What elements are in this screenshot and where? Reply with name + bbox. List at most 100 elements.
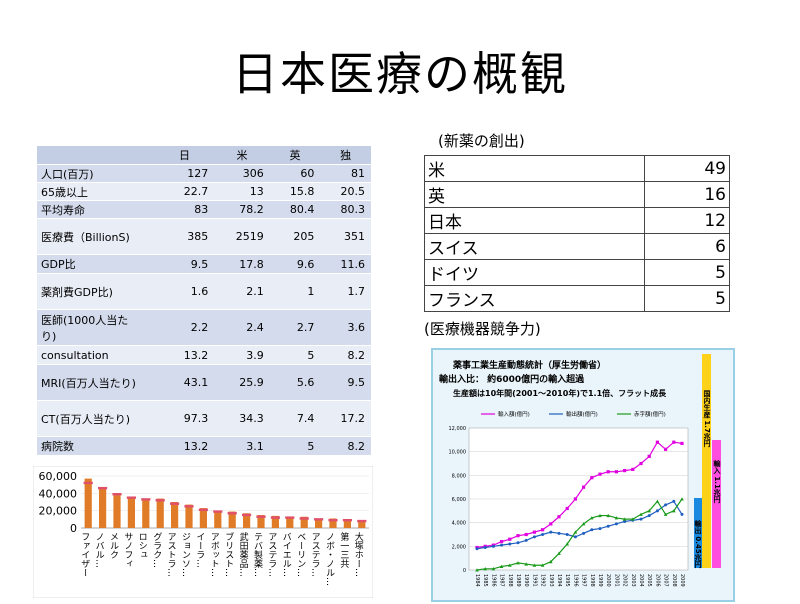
cell: 9.5 — [149, 254, 215, 274]
x-tick-label: ノバル… — [94, 532, 105, 568]
x-tick-label: 1984 — [474, 574, 480, 587]
data-point — [590, 516, 594, 520]
bar-marker — [342, 519, 352, 522]
y-tick-label: 40,000 — [39, 487, 78, 500]
stats-header-usa: 米 — [214, 146, 270, 165]
cell: 15.8 — [269, 182, 321, 201]
data-point — [680, 512, 684, 516]
row-label: 人口(百万) — [37, 164, 149, 183]
data-point — [573, 497, 577, 501]
row-label: CT(百万人当たり) — [37, 400, 149, 437]
count-cell: 16 — [644, 181, 730, 208]
data-point — [590, 476, 594, 480]
x-tick-label: ジョンソ… — [180, 532, 191, 577]
cell: 3.9 — [214, 345, 270, 365]
row-label: consultation — [37, 345, 149, 365]
bar — [99, 487, 107, 528]
data-point — [614, 516, 619, 520]
bar — [142, 498, 150, 528]
row-label: 医師(1000人当たり) — [37, 309, 149, 346]
bar — [84, 478, 92, 528]
data-point — [622, 517, 627, 521]
row-label: MRI(百万人当たり) — [37, 364, 149, 401]
bar — [358, 520, 366, 528]
x-tick-label: 1988 — [507, 574, 513, 587]
data-point — [582, 531, 586, 535]
bar — [228, 511, 236, 528]
bar-marker — [83, 481, 93, 485]
bar — [286, 516, 294, 528]
data-point — [508, 537, 512, 541]
x-tick-label: 2003 — [630, 574, 636, 587]
bar-marker — [141, 498, 151, 501]
cell: 2.4 — [214, 309, 270, 346]
count-cell: 5 — [644, 285, 730, 312]
y-tick-label: 12,000 — [449, 426, 467, 432]
data-point — [549, 522, 553, 526]
bar-marker — [227, 512, 237, 515]
country-cell: 米 — [423, 155, 646, 182]
x-tick-label: 1995 — [564, 574, 570, 587]
data-point — [557, 551, 561, 555]
domestic-production-label: 国内生産 1.7兆円 — [703, 389, 711, 448]
cell: 17.2 — [320, 400, 371, 437]
row-label: 薬剤費GDP比) — [37, 273, 149, 310]
data-point — [565, 506, 569, 511]
x-tick-label: 2007 — [663, 574, 669, 587]
cell: 385 — [149, 218, 215, 255]
data-point — [614, 522, 618, 526]
x-tick-label: アボット… — [209, 532, 220, 577]
cell: 5 — [269, 436, 321, 456]
table-row: 医師(1000人当たり) 2.2 2.4 2.7 3.6 — [37, 309, 371, 346]
data-point — [639, 512, 643, 516]
x-tick-label: 2002 — [622, 574, 628, 587]
legend-label: 輸入額(億円) — [498, 410, 530, 418]
domestic-production-bar — [702, 354, 711, 568]
data-point — [475, 547, 479, 551]
device-text-line3: 生産額は10年間(2001～2010年)で1.1倍、フラット成長 — [453, 388, 667, 398]
export-label: 輸出 0.45兆円 — [694, 519, 703, 569]
count-cell: 49 — [644, 155, 730, 182]
data-point — [499, 564, 504, 568]
bar — [329, 518, 337, 528]
bar-marker — [184, 505, 194, 508]
data-point — [655, 509, 659, 513]
bar-marker — [112, 493, 122, 496]
cell: 5 — [269, 345, 321, 365]
x-tick-label: サノフィ — [122, 532, 132, 568]
cell: 1.7 — [320, 273, 371, 310]
cell: 3.6 — [320, 309, 371, 346]
x-tick-label: 2008 — [671, 574, 677, 587]
x-tick-label: バイエル… — [281, 532, 292, 577]
table-row: 米 49 — [423, 155, 730, 182]
x-tick-label: グラク… — [151, 532, 162, 568]
data-point — [524, 532, 528, 537]
table-row: 65歳以上 22.7 13 15.8 20.5 — [37, 182, 371, 201]
data-point — [655, 440, 659, 444]
x-tick-label: 1997 — [581, 574, 587, 587]
x-tick-label: ノボ・ノル… — [324, 532, 335, 586]
data-point — [549, 559, 553, 564]
data-point — [606, 470, 610, 474]
cell: 1 — [269, 273, 321, 310]
bar-marker — [299, 517, 309, 520]
y-tick-label: 8,000 — [452, 473, 466, 479]
table-row: ドイツ 5 — [423, 259, 730, 286]
cell: 83 — [149, 200, 215, 219]
y-tick-label: 4,000 — [452, 521, 466, 527]
x-tick-label: 1987 — [499, 574, 505, 587]
data-point — [598, 472, 602, 476]
cell: 81 — [320, 164, 371, 183]
x-tick-label: 2001 — [613, 574, 619, 587]
x-tick-label: 1985 — [482, 574, 488, 587]
data-point — [475, 568, 479, 572]
legend-label: 赤字額(億円) — [634, 410, 666, 418]
cell: 80.4 — [269, 200, 321, 219]
table-row: CT(百万人当たり) 97.3 34.3 7.4 17.2 — [37, 400, 371, 437]
bar — [185, 504, 193, 528]
table-row: MRI(百万人当たり) 43.1 25.9 5.6 9.5 — [37, 364, 371, 401]
page-title: 日本医療の概観 — [232, 47, 568, 101]
y-tick-label: 0 — [70, 522, 77, 535]
x-tick-label: 1992 — [540, 574, 546, 587]
new-drugs-table: 米 49 英 16 日本 12 スイス 6 ドイツ 5 フランス 5 — [423, 155, 730, 312]
